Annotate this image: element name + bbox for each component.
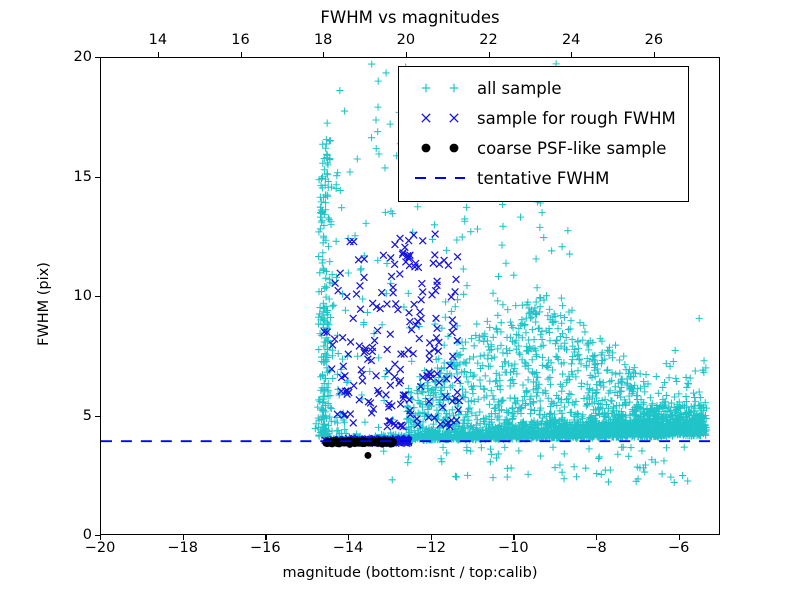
y-tick-mark	[95, 535, 100, 537]
plus-marker-icon	[409, 76, 471, 100]
y-tick-label: 10	[73, 288, 92, 304]
x-tick-mark	[513, 535, 515, 540]
legend-row: sample for rough FWHM	[409, 103, 676, 133]
y-axis-label: FWHM (pix)	[36, 262, 52, 346]
x-tick-mark	[678, 535, 680, 540]
x-tick-label: −18	[167, 540, 198, 556]
cross-marker-icon	[409, 106, 471, 130]
x-tick-mark	[265, 535, 267, 540]
x-tick-label: −20	[84, 540, 116, 556]
chart-legend: all sample sample for rough FWHM coarse PS…	[398, 66, 689, 202]
top-tick-label: 22	[479, 32, 498, 48]
x-tick-mark	[596, 535, 598, 540]
legend-label: coarse PSF-like sample	[477, 138, 667, 158]
x-tick-label: −14	[332, 540, 364, 556]
y-tick-label: 0	[82, 527, 92, 543]
x-tick-label: −8	[585, 540, 607, 556]
top-tick-mark	[240, 52, 242, 57]
chart-title: FWHM vs magnitudes	[320, 8, 500, 27]
legend-row: tentative FWHM	[409, 163, 676, 193]
dot-marker-icon	[409, 136, 471, 160]
x-tick-mark	[348, 535, 350, 540]
y-tick-mark	[95, 415, 100, 417]
top-tick-mark	[488, 52, 490, 57]
legend-label: tentative FWHM	[477, 168, 610, 188]
x-tick-mark	[100, 535, 102, 540]
x-tick-label: −12	[415, 540, 446, 556]
y-tick-label: 15	[73, 168, 92, 185]
legend-label: sample for rough FWHM	[477, 108, 676, 128]
top-tick-label: 24	[561, 32, 581, 48]
y-tick-mark	[95, 176, 100, 178]
top-tick-label: 16	[231, 32, 250, 48]
top-tick-label: 14	[148, 32, 168, 48]
dashed-line-icon	[409, 166, 471, 190]
top-tick-mark	[571, 52, 573, 57]
y-tick-mark	[95, 57, 100, 59]
legend-row: coarse PSF-like sample	[409, 133, 676, 163]
y-tick-label: 20	[73, 49, 92, 65]
top-tick-mark	[653, 52, 656, 57]
top-tick-label: 20	[396, 32, 416, 48]
top-tick-mark	[405, 52, 408, 57]
psf-like-sample-points	[322, 436, 397, 459]
top-tick-label: 26	[644, 32, 664, 48]
all-sample-points	[311, 60, 711, 487]
x-tick-mark	[430, 535, 432, 540]
top-tick-label: 18	[313, 32, 333, 48]
scatter-plot-area	[101, 60, 719, 487]
x-tick-label: −16	[250, 540, 281, 556]
legend-row: all sample	[409, 73, 676, 103]
x-axis-label: magnitude (bottom:isnt / top:calib)	[282, 565, 538, 581]
legend-label: all sample	[477, 78, 562, 98]
y-tick-label: 5	[82, 407, 92, 424]
x-tick-label: −10	[498, 540, 529, 556]
x-tick-label: −6	[667, 540, 690, 556]
y-tick-mark	[95, 296, 100, 298]
top-tick-mark	[323, 52, 325, 57]
top-tick-mark	[157, 52, 160, 57]
x-tick-mark	[182, 535, 184, 540]
